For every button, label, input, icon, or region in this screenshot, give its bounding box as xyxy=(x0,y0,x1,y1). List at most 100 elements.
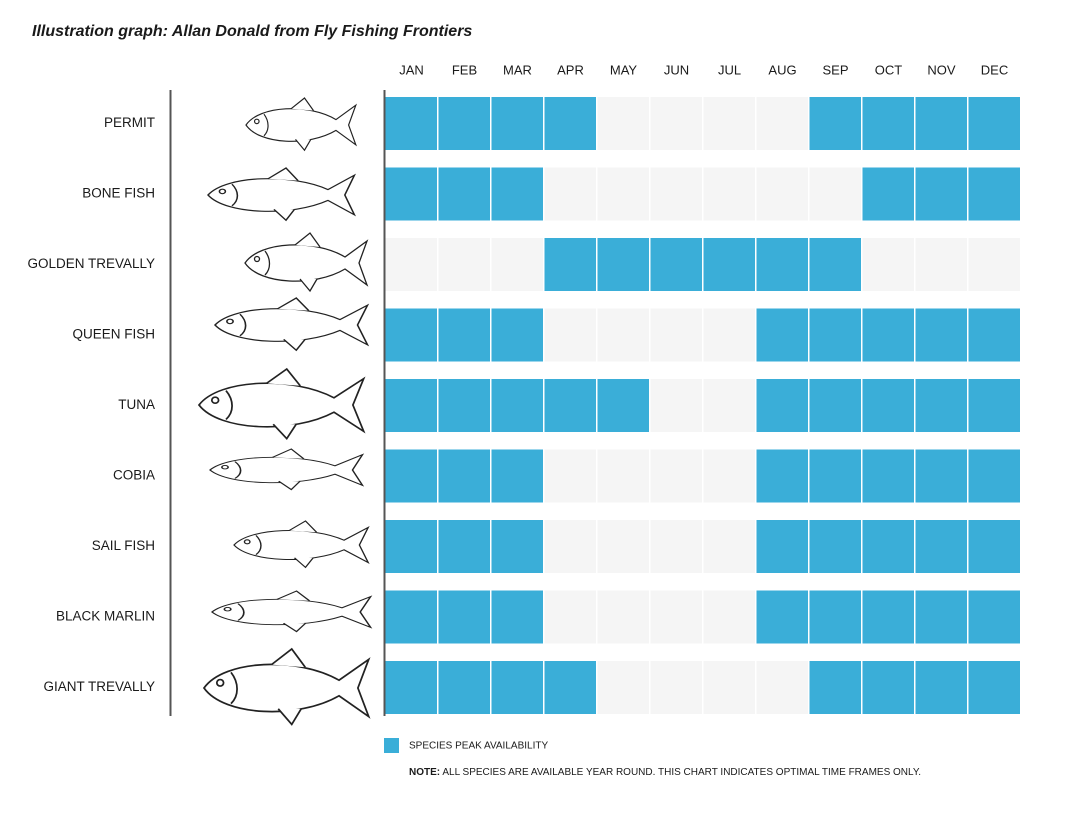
availability-cell xyxy=(491,167,543,221)
availability-cell xyxy=(491,97,543,150)
availability-cell xyxy=(597,379,649,432)
availability-cell xyxy=(491,449,543,503)
availability-cell xyxy=(915,167,967,221)
availability-cell xyxy=(968,661,1020,714)
fish-illustration xyxy=(198,368,365,440)
availability-cell xyxy=(544,308,596,362)
availability-cell xyxy=(756,379,808,432)
availability-cell xyxy=(968,449,1020,503)
availability-cell xyxy=(438,661,490,714)
month-label: JUN xyxy=(664,62,689,77)
species-label: QUEEN FISH xyxy=(72,327,155,342)
month-label: FEB xyxy=(452,62,477,77)
availability-cell xyxy=(385,308,437,362)
availability-cell xyxy=(809,167,861,221)
availability-cell xyxy=(385,449,437,503)
availability-cell xyxy=(650,379,702,432)
fish-illustration xyxy=(214,297,369,352)
fish-illustration xyxy=(244,232,368,292)
availability-cell xyxy=(756,97,808,150)
availability-cell xyxy=(544,379,596,432)
availability-cell xyxy=(491,238,543,291)
availability-cell xyxy=(809,661,861,714)
month-label: JUL xyxy=(718,62,741,77)
fish-illustration xyxy=(203,648,370,726)
availability-cell xyxy=(650,97,702,150)
availability-cell xyxy=(862,590,914,644)
availability-cell xyxy=(385,661,437,714)
availability-cell xyxy=(438,238,490,291)
availability-cell xyxy=(597,590,649,644)
legend-label: SPECIES PEAK AVAILABILITY xyxy=(409,741,548,752)
availability-cell xyxy=(438,590,490,644)
availability-cell xyxy=(862,238,914,291)
species-label: PERMIT xyxy=(104,115,155,130)
availability-cell xyxy=(491,379,543,432)
availability-cell xyxy=(862,520,914,573)
species-label: COBIA xyxy=(113,468,155,483)
availability-cell xyxy=(703,97,755,150)
availability-cell xyxy=(385,97,437,150)
availability-cell xyxy=(915,661,967,714)
availability-cell xyxy=(650,167,702,221)
availability-cell xyxy=(703,167,755,221)
availability-cell xyxy=(438,97,490,150)
availability-cell xyxy=(756,167,808,221)
species-label: SAIL FISH xyxy=(92,538,155,553)
availability-cell xyxy=(968,308,1020,362)
availability-cell xyxy=(756,520,808,573)
availability-cell xyxy=(491,590,543,644)
availability-cell xyxy=(703,308,755,362)
availability-cell xyxy=(491,520,543,573)
availability-cell xyxy=(968,590,1020,644)
availability-cell xyxy=(756,238,808,291)
month-label: AUG xyxy=(768,62,796,77)
availability-cell xyxy=(544,590,596,644)
month-label: SEP xyxy=(822,62,848,77)
availability-cell xyxy=(703,520,755,573)
availability-cell xyxy=(544,97,596,150)
species-label: GOLDEN TREVALLY xyxy=(27,256,155,271)
availability-cell xyxy=(756,449,808,503)
availability-cell xyxy=(915,97,967,150)
availability-cell xyxy=(385,520,437,573)
fish-illustration xyxy=(207,167,356,221)
fish-illustration xyxy=(209,448,364,491)
availability-cell xyxy=(915,238,967,291)
availability-cell xyxy=(809,308,861,362)
availability-cell xyxy=(809,238,861,291)
availability-cell xyxy=(544,520,596,573)
availability-cell xyxy=(597,661,649,714)
availability-cell xyxy=(703,661,755,714)
note-text: ALL SPECIES ARE AVAILABLE YEAR ROUND. TH… xyxy=(442,767,921,778)
availability-cell xyxy=(544,238,596,291)
availability-cell xyxy=(650,238,702,291)
availability-cell xyxy=(915,308,967,362)
availability-cell xyxy=(756,590,808,644)
species-label: TUNA xyxy=(118,397,155,412)
availability-cell xyxy=(438,520,490,573)
availability-cell xyxy=(862,308,914,362)
availability-cell xyxy=(968,520,1020,573)
note: NOTE: ALL SPECIES ARE AVAILABLE YEAR ROU… xyxy=(409,767,921,778)
availability-cell xyxy=(756,308,808,362)
month-label: NOV xyxy=(927,62,956,77)
availability-cell xyxy=(438,167,490,221)
availability-cell xyxy=(597,97,649,150)
availability-cell xyxy=(915,590,967,644)
availability-cell xyxy=(385,167,437,221)
month-label: MAY xyxy=(610,62,638,77)
availability-cell xyxy=(703,449,755,503)
availability-cell xyxy=(597,167,649,221)
availability-cell xyxy=(650,308,702,362)
species-label: BLACK MARLIN xyxy=(56,609,155,624)
availability-cell xyxy=(915,520,967,573)
availability-cell xyxy=(597,449,649,503)
availability-cell xyxy=(650,590,702,644)
availability-cell xyxy=(491,661,543,714)
species-label: BONE FISH xyxy=(82,186,155,201)
availability-cell xyxy=(809,379,861,432)
availability-cell xyxy=(915,379,967,432)
availability-cell xyxy=(809,520,861,573)
availability-cell xyxy=(703,238,755,291)
